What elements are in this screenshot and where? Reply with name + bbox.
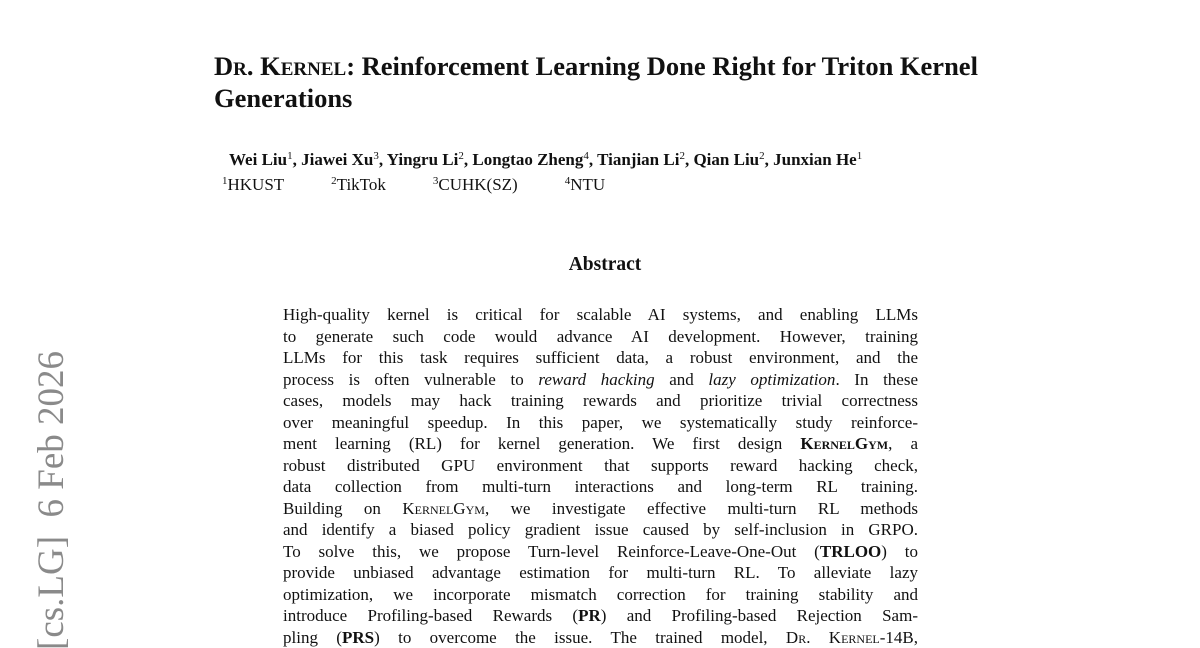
affiliation-mark: 3 — [432, 175, 439, 187]
abstract-text: cases, models may hack training rewards … — [283, 391, 918, 410]
affiliation-name: HKUST — [227, 175, 285, 194]
abstract-text: ) to overcome the issue. The trained mod… — [374, 627, 786, 647]
abstract-line: to generate such code would advance AI d… — [283, 326, 918, 348]
affiliation-mark: 4 — [564, 175, 571, 187]
author-affiliation-mark: 1 — [856, 150, 863, 162]
abstract-heading: Abstract — [568, 254, 642, 275]
author-separator: , — [378, 150, 387, 169]
abstract-text: over meaningful speedup. In this paper, … — [283, 412, 918, 432]
affiliation-name: NTU — [570, 175, 606, 194]
author-separator: , — [764, 150, 774, 169]
author-affiliation-mark: 3 — [373, 150, 379, 162]
abstract-text: . In these — [835, 369, 919, 389]
abstract-line: process is often vulnerable to reward ha… — [283, 369, 918, 391]
abstract-text: -14B, — [879, 627, 918, 647]
abstract-line: To solve this, we propose Turn-level Rei… — [283, 541, 918, 563]
author-affiliation-mark: 2 — [679, 150, 685, 162]
affiliation-mark: 2 — [331, 175, 337, 187]
abstract-line: High-quality kernel is critical for scal… — [283, 304, 918, 326]
affiliation: 3CUHK(SZ) — [433, 175, 518, 194]
author-name: Wei Liu — [229, 150, 288, 169]
abstract-text: and — [654, 369, 709, 389]
abstract-body: High-quality kernel is critical for scal… — [283, 304, 918, 648]
affiliation: 4NTU — [565, 175, 605, 194]
abstract-line: pling (PRS) to overcome the issue. The t… — [283, 627, 918, 648]
abstract-line: over meaningful speedup. In this paper, … — [283, 412, 918, 434]
abstract-text: introduce Profiling-based Rewards ( — [283, 606, 579, 625]
abstract-line: introduce Profiling-based Rewards (PR) a… — [283, 605, 918, 627]
abstract-text: LLMs for this task requires sufficient d… — [283, 348, 918, 367]
abstract-text: PRS — [341, 627, 375, 647]
abstract-text: To solve this, we propose Turn-level Rei… — [283, 541, 820, 561]
affiliation-name: TikTok — [336, 175, 386, 194]
abstract-line: robust distributed GPU environment that … — [283, 455, 918, 477]
author-separator: , — [292, 150, 302, 169]
abstract-text: provide unbiased advantage estimation fo… — [283, 563, 918, 582]
abstract-text: TRLOO — [819, 541, 882, 561]
abstract-text: ) and Profiling-based Rejection Sam- — [600, 606, 918, 625]
author-name: Qian Liu — [693, 150, 760, 169]
author-name: Yingru Li — [386, 150, 459, 169]
author-name: Longtao Zheng — [472, 150, 584, 169]
abstract-text: optimization, we incorporate mismatch co… — [283, 584, 918, 604]
abstract-text: Dr. Kernel — [785, 627, 880, 647]
abstract-text: and identify a biased policy gradient is… — [283, 520, 918, 539]
author-name: Tianjian Li — [597, 150, 680, 169]
paper-title: Dr. Kernel: Reinforcement Learning Done … — [214, 50, 1004, 114]
abstract-line: data collection from multi-turn interact… — [283, 476, 918, 498]
abstract-line: ment learning (RL) for kernel generation… — [283, 433, 918, 455]
author-name: Junxian He — [773, 150, 857, 169]
affiliation-list: 1HKUST 2TikTok 3CUHK(SZ) 4NTU — [222, 175, 652, 195]
author-affiliation-mark: 2 — [458, 150, 464, 162]
abstract-text: ment learning (RL) for kernel generation… — [283, 434, 801, 453]
abstract-text: data collection from multi-turn interact… — [283, 477, 918, 496]
affiliation-name: CUHK(SZ) — [438, 175, 518, 194]
title-part: : Reinforcement Learning Done Right for … — [214, 51, 978, 113]
abstract-text: ) to — [881, 541, 919, 561]
abstract-text: , we investigate effective multi-turn RL… — [484, 498, 919, 518]
affiliation: 1HKUST — [222, 175, 284, 194]
abstract-text: PR — [578, 606, 601, 625]
author-affiliation-mark: 4 — [583, 150, 589, 162]
abstract-line: provide unbiased advantage estimation fo… — [283, 562, 918, 584]
abstract-text: , a — [888, 434, 919, 453]
author-affiliation-mark: 1 — [287, 150, 293, 162]
abstract-line: cases, models may hack training rewards … — [283, 390, 918, 412]
author-name: Jiawei Xu — [301, 150, 374, 169]
title-part: Dr. Kernel — [214, 51, 347, 81]
abstract-line: optimization, we incorporate mismatch co… — [283, 584, 918, 606]
author-list: Wei Liu1, Jiawei Xu3, Yingru Li2, Longta… — [229, 150, 862, 170]
affiliation: 2TikTok — [331, 175, 386, 194]
abstract-line: Building on KernelGym, we investigate ef… — [283, 498, 918, 520]
abstract-text: to generate such code would advance AI d… — [283, 326, 918, 346]
author-separator: , — [463, 150, 473, 169]
abstract-text: process is often vulnerable to — [283, 369, 539, 389]
author-affiliation-mark: 2 — [759, 150, 765, 162]
abstract-text: High-quality kernel is critical for scal… — [283, 305, 918, 324]
affiliation-mark: 1 — [222, 175, 228, 187]
abstract-text: pling ( — [283, 627, 342, 647]
abstract-text: Building on — [283, 498, 403, 518]
author-separator: , — [684, 150, 694, 169]
abstract-text: lazy optimization — [708, 369, 836, 389]
abstract-text: KernelGym — [800, 434, 889, 453]
abstract-line: LLMs for this task requires sufficient d… — [283, 347, 918, 369]
abstract-line: and identify a biased policy gradient is… — [283, 519, 918, 541]
arxiv-stamp: [cs.LG] 6 Feb 2026 — [31, 350, 72, 648]
author-separator: , — [588, 150, 598, 169]
abstract-text: reward hacking — [538, 369, 655, 389]
abstract-text: KernelGym — [402, 498, 485, 518]
abstract-text: robust distributed GPU environment that … — [283, 455, 918, 475]
